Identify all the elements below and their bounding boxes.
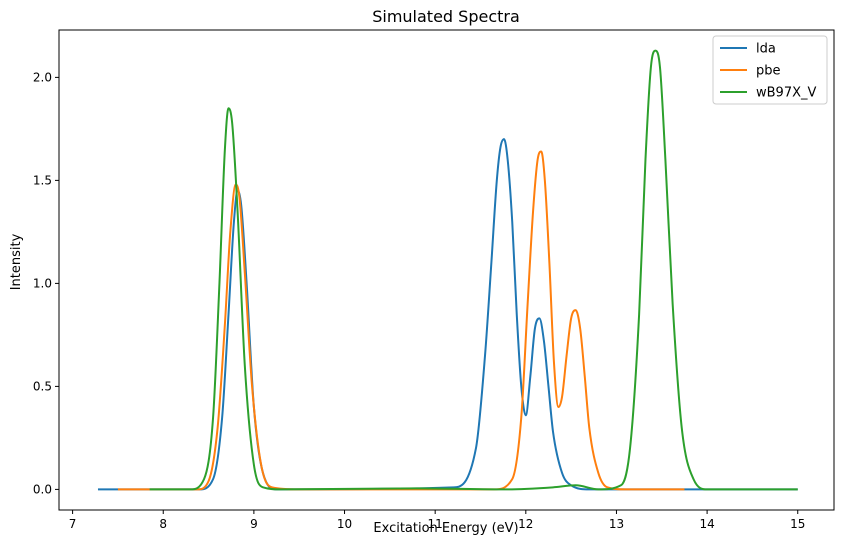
series-layer [97, 49, 798, 491]
x-tick-label: 7 [69, 517, 77, 531]
axes-frame [58, 29, 835, 511]
x-tick-label: 12 [518, 517, 533, 531]
legend-label-lda: lda [756, 42, 776, 57]
chart-title: Simulated Spectra [372, 7, 520, 26]
x-tick-label: 9 [250, 517, 258, 531]
y-axis-ticks: 0.0 0.5 1.0 1.5 2.0 [33, 70, 59, 496]
series-line-pbe [117, 150, 685, 491]
y-tick-label: 0.0 [33, 482, 52, 496]
x-tick-label: 11 [428, 517, 443, 531]
y-tick-label: 1.5 [33, 173, 52, 187]
y-tick-label: 2.0 [33, 70, 52, 84]
series-line-wb97x_v [149, 49, 798, 491]
y-tick-label: 0.5 [33, 379, 52, 393]
x-tick-label: 13 [609, 517, 624, 531]
x-tick-label: 15 [790, 517, 805, 531]
legend-label-pbe: pbe [756, 64, 781, 79]
y-axis-label: Intensity [9, 233, 24, 290]
x-tick-label: 10 [337, 517, 352, 531]
plot-area [58, 29, 835, 511]
x-tick-label: 14 [699, 517, 714, 531]
x-axis-ticks: 7 8 9 10 11 12 13 14 15 [69, 510, 805, 531]
legend: lda pbe wB97X_V [712, 35, 828, 105]
legend-label-wb97x_v: wB97X_V [756, 86, 816, 101]
series-line-lda [97, 138, 798, 491]
legend-entries: lda pbe wB97X_V [720, 42, 816, 101]
legend-box [712, 35, 828, 105]
x-tick-label: 8 [159, 517, 167, 531]
y-tick-label: 1.0 [33, 276, 52, 290]
x-axis-label: Excitation Energy (eV) [373, 521, 518, 536]
